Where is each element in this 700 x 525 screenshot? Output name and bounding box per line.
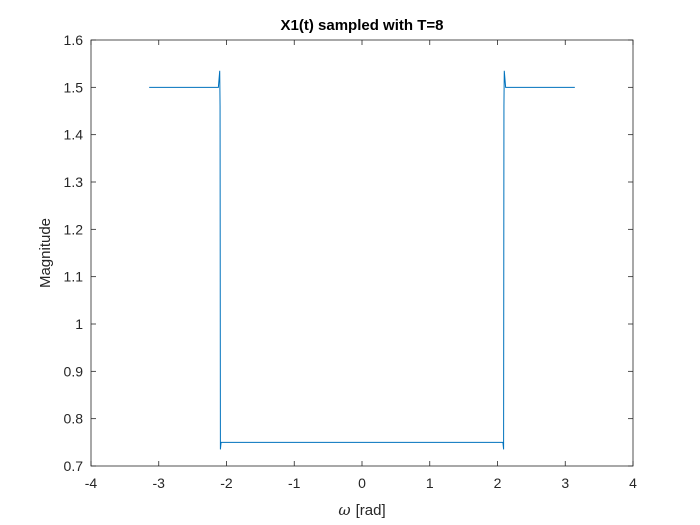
y-tick-label: 0.9 <box>64 363 84 379</box>
y-tick-label: 1.2 <box>64 221 84 237</box>
y-tick-label: 1.1 <box>64 269 84 285</box>
plot-area <box>91 40 633 466</box>
y-axis-label: Magnitude <box>37 218 54 288</box>
x-tick-label: 1 <box>426 475 434 491</box>
y-tick-label: 1.4 <box>64 127 84 143</box>
x-tick-label: 0 <box>358 475 366 491</box>
x-tick-label: -4 <box>85 475 98 491</box>
axes-box <box>90 39 634 467</box>
y-tick-label: 1.3 <box>64 174 84 190</box>
x-tick-label: 2 <box>494 475 502 491</box>
x-axis-unit: [rad] <box>356 502 386 519</box>
y-tick-label: 1 <box>75 316 83 332</box>
axis-tick-labels: -4 -3 -2 -1 0 1 2 3 4 0.7 0.8 0.9 1 1.1 1.2 1.3 1.4 1.5 1.… <box>64 32 638 491</box>
x-tick-label: 4 <box>629 475 637 491</box>
y-tick-label: 1.6 <box>64 32 84 48</box>
x-tick-label: -2 <box>220 475 233 491</box>
x-tick-label: 3 <box>561 475 569 491</box>
series-line <box>149 70 575 450</box>
x-tick-label: -1 <box>288 475 301 491</box>
y-tick-label: 0.8 <box>64 411 84 427</box>
x-tick-label: -3 <box>153 475 166 491</box>
x-axis-label: ω [rad] <box>338 501 385 519</box>
x-axis-symbol: ω <box>338 501 350 519</box>
chart-title: X1(t) sampled with T=8 <box>281 17 444 34</box>
y-tick-label: 0.7 <box>64 458 84 474</box>
y-tick-label: 1.5 <box>64 79 84 95</box>
